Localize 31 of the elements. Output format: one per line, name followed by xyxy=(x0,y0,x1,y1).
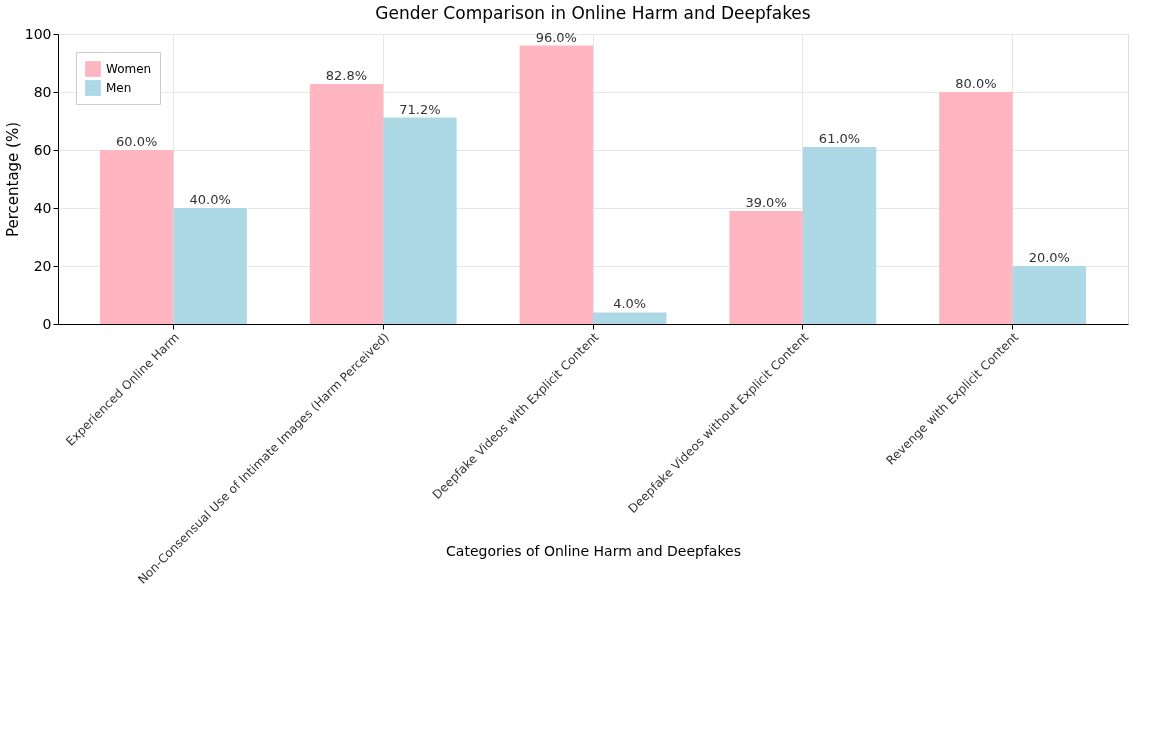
bar xyxy=(729,210,803,324)
y-axis-title: Percentage (%) xyxy=(3,121,22,238)
bar xyxy=(519,45,593,324)
data-label: 39.0% xyxy=(745,194,787,210)
data-label: 4.0% xyxy=(613,296,647,312)
y-tick-label: 20 xyxy=(33,257,52,274)
bar xyxy=(939,92,1013,324)
y-tick-label: 40 xyxy=(33,199,52,216)
data-label: 80.0% xyxy=(955,76,997,91)
data-label: 82.8% xyxy=(325,67,368,83)
bar xyxy=(173,208,247,324)
y-tick-label: 80 xyxy=(33,83,52,100)
data-label: 60.0% xyxy=(116,134,158,149)
legend-label: Women xyxy=(106,62,152,76)
y-tick-label: 0 xyxy=(42,315,52,332)
bar xyxy=(99,150,174,324)
bar xyxy=(802,147,877,324)
data-label: 61.0% xyxy=(818,131,861,147)
data-label: 20.0% xyxy=(1028,250,1070,265)
bar xyxy=(1012,266,1087,324)
x-axis-title: Categories of Online Harm and Deepfakes xyxy=(446,542,741,559)
bar xyxy=(309,83,384,324)
data-label: 71.2% xyxy=(399,101,441,117)
data-label: 40.0% xyxy=(189,192,231,207)
bar xyxy=(593,312,667,324)
y-tick-label: 60 xyxy=(33,141,52,158)
chart-title: Gender Comparison in Online Harm and Deepfakes xyxy=(375,3,811,23)
y-tick-label: 100 xyxy=(24,25,52,42)
bar xyxy=(383,117,457,324)
data-label: 96.0% xyxy=(535,29,577,45)
legend-label: Men xyxy=(106,81,132,95)
